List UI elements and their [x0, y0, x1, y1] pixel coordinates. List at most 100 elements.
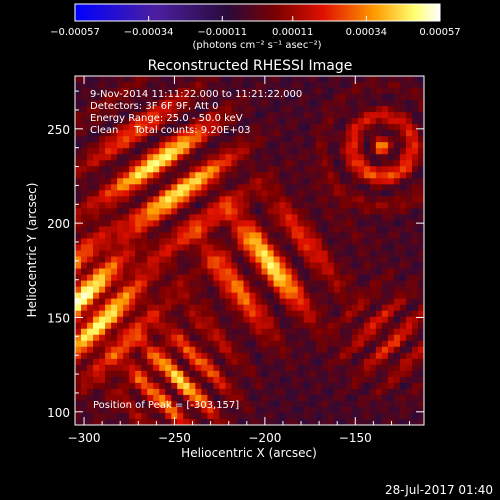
heatmap-cell [321, 382, 329, 390]
heatmap-cell [171, 400, 178, 408]
heatmap-cell [141, 304, 148, 312]
heatmap-cell [159, 262, 166, 270]
heatmap-cell [183, 346, 190, 354]
heatmap-cell [345, 124, 353, 131]
heatmap-cell [267, 166, 275, 173]
heatmap-cell [291, 172, 299, 179]
heatmap-cell [363, 406, 371, 414]
heatmap-cell [231, 142, 238, 149]
heatmap-cell [363, 346, 371, 354]
heatmap-cell [225, 370, 232, 378]
heatmap-cell [237, 208, 244, 215]
heatmap-cell [381, 178, 389, 185]
heatmap-cell [141, 382, 148, 390]
heatmap-cell [159, 280, 166, 288]
heatmap-cell [99, 142, 106, 149]
heatmap-cell [219, 184, 226, 191]
heatmap-cell [105, 76, 112, 83]
heatmap-cell [345, 364, 353, 372]
heatmap-cell [393, 118, 401, 125]
heatmap-cell [381, 100, 389, 107]
heatmap-cell [153, 400, 160, 408]
heatmap-cell [81, 100, 88, 107]
heatmap-cell [291, 286, 299, 294]
heatmap-cell [147, 262, 154, 270]
heatmap-cell [81, 130, 88, 137]
heatmap-cell [153, 142, 160, 149]
heatmap-cell [393, 196, 401, 203]
heatmap-cell [369, 214, 377, 221]
heatmap-cell [381, 316, 389, 324]
heatmap-cell [141, 394, 148, 402]
heatmap-cell [351, 298, 359, 306]
heatmap-cell [171, 226, 178, 233]
heatmap-cell [273, 190, 281, 197]
heatmap-cell [273, 346, 281, 354]
heatmap-cell [171, 190, 178, 197]
heatmap-cell [81, 88, 88, 95]
heatmap-cell [99, 376, 106, 384]
heatmap-cell [147, 370, 154, 378]
heatmap-cell [285, 256, 293, 264]
heatmap-cell [285, 142, 293, 149]
heatmap-cell [75, 412, 82, 420]
heatmap-cell [153, 76, 160, 83]
heatmap-cell [165, 124, 172, 131]
heatmap-cell [111, 394, 118, 402]
heatmap-cell [75, 418, 82, 425]
heatmap-cell [159, 94, 166, 101]
heatmap-cell [405, 388, 413, 396]
heatmap-cell [255, 220, 263, 227]
heatmap-cell [321, 196, 329, 203]
heatmap-cell [135, 412, 142, 420]
heatmap-cell [255, 322, 263, 330]
heatmap-cell [387, 196, 395, 203]
heatmap-cell [195, 256, 202, 264]
heatmap-cell [75, 100, 82, 107]
heatmap-cell [375, 154, 383, 161]
heatmap-cell [321, 358, 329, 366]
heatmap-cell [129, 238, 136, 245]
heatmap-cell [303, 100, 311, 107]
heatmap-cell [207, 148, 214, 155]
heatmap-cell [417, 154, 424, 161]
heatmap-cell [417, 88, 424, 95]
heatmap-cell [171, 394, 178, 402]
heatmap-cell [189, 334, 196, 342]
heatmap-cell [267, 214, 275, 221]
heatmap-cell [285, 340, 293, 348]
heatmap-cell [309, 202, 317, 209]
heatmap-cell [321, 322, 329, 330]
heatmap-cell [243, 376, 250, 384]
heatmap-cell [117, 76, 124, 83]
heatmap-cell [87, 166, 94, 173]
heatmap-cell [291, 130, 299, 137]
heatmap-cell [123, 256, 130, 264]
heatmap-cell [213, 358, 220, 366]
heatmap-cell [291, 196, 299, 203]
heatmap-cell [219, 304, 226, 312]
heatmap-cell [417, 202, 424, 209]
heatmap-cell [273, 376, 281, 384]
heatmap-cell [129, 268, 136, 276]
heatmap-cell [87, 250, 94, 258]
heatmap-cell [303, 376, 311, 384]
heatmap-cell [309, 184, 317, 191]
heatmap-cell [189, 178, 196, 185]
heatmap-cell [243, 226, 250, 233]
heatmap-cell [405, 154, 413, 161]
heatmap-cell [315, 250, 323, 258]
heatmap-cell [153, 112, 160, 119]
heatmap-cell [411, 154, 419, 161]
heatmap-cell [399, 154, 407, 161]
heatmap-cell [267, 220, 275, 227]
heatmap-cell [81, 394, 88, 402]
heatmap-cell [417, 376, 424, 384]
heatmap-cell [273, 100, 281, 107]
heatmap-cell [99, 346, 106, 354]
heatmap-cell [243, 388, 250, 396]
heatmap-cell [153, 118, 160, 125]
heatmap-cell [75, 166, 82, 173]
heatmap-cell [213, 76, 220, 83]
heatmap-cell [123, 340, 130, 348]
